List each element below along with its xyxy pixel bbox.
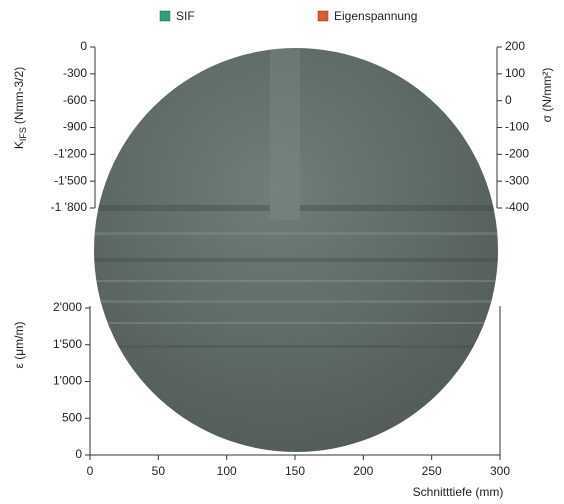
page: KIFS(Nmm-3/2) σ (N/mm²) ε (μm/m) Schnitt…	[0, 0, 564, 504]
legend-swatch	[160, 11, 170, 21]
obscuring-disc	[90, 40, 510, 452]
y-tick-label: 200	[505, 39, 525, 53]
legend-label: Eigenspannung	[334, 9, 417, 23]
y-tick-label: 2'000	[53, 300, 82, 314]
y-tick-label: -100	[505, 120, 529, 134]
y-tick-label: -200	[505, 147, 529, 161]
y-tick-label: 0	[75, 447, 82, 461]
x-tick-label: 0	[87, 464, 94, 478]
legend-swatch	[318, 11, 328, 21]
y-tick-label: -1 '800	[51, 200, 88, 214]
y-tick-label: 1'500	[53, 337, 82, 351]
y-tick-label: 0	[505, 93, 512, 107]
y-tick-label: -300	[63, 66, 87, 80]
x-tick-label: 50	[152, 464, 166, 478]
y-tick-label: 500	[62, 410, 82, 424]
y-axis-label: KIFS(Nmm-3/2)	[12, 67, 28, 149]
y-tick-label: -300	[505, 173, 529, 187]
legend-label: SIF	[176, 9, 195, 23]
y-tick-label: -400	[505, 200, 529, 214]
x-tick-label: 100	[217, 464, 237, 478]
y-tick-label: -900	[63, 120, 87, 134]
x-tick-label: 250	[422, 464, 442, 478]
y2-axis-label: σ (N/mm²)	[540, 68, 554, 123]
y-tick-label: -1'500	[54, 173, 87, 187]
y-tick-label: 1'000	[53, 374, 82, 388]
x-tick-label: 200	[353, 464, 373, 478]
y-tick-label: -1'200	[54, 147, 87, 161]
x-tick-label: 150	[285, 464, 305, 478]
chart: KIFS(Nmm-3/2) σ (N/mm²) ε (μm/m) Schnitt…	[0, 0, 564, 504]
y-tick-label: -600	[63, 93, 87, 107]
y-tick-label: 100	[505, 66, 525, 80]
y-axis-label: ε (μm/m)	[12, 322, 26, 369]
y-tick-label: 0	[80, 39, 87, 53]
x-axis-label: Schnitttiefe (mm)	[413, 485, 504, 499]
x-tick-label: 300	[490, 464, 510, 478]
